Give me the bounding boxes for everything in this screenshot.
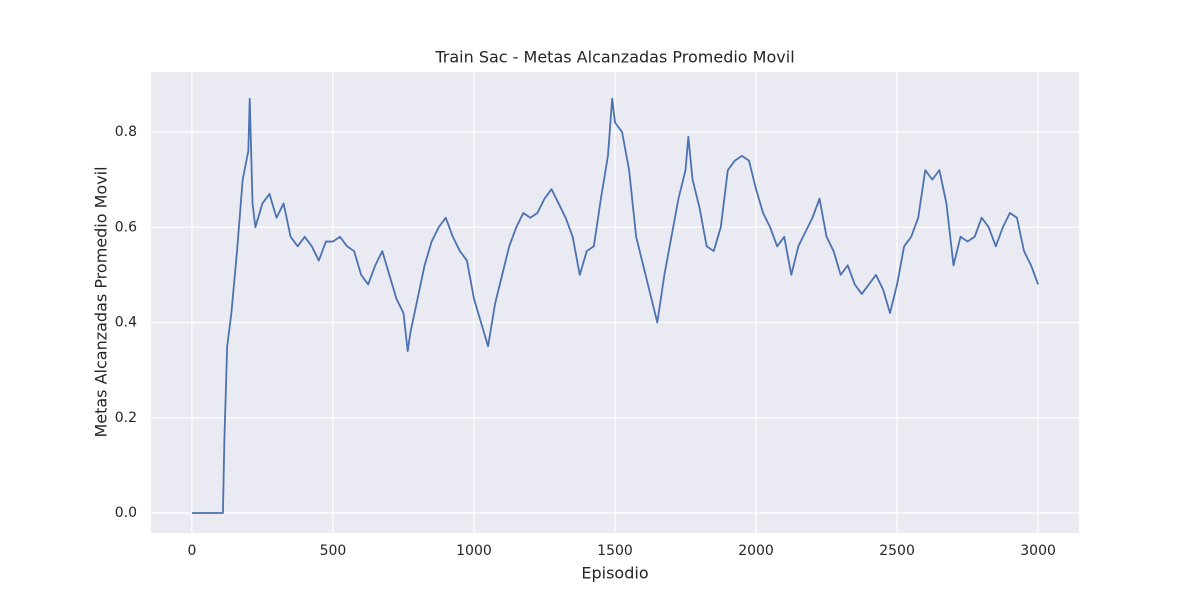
y-tick-label: 0.6 bbox=[115, 219, 137, 235]
x-tick-label: 1000 bbox=[456, 543, 492, 559]
x-tick-label: 2500 bbox=[879, 543, 915, 559]
data-line bbox=[191, 97, 1039, 514]
y-tick-label: 0.2 bbox=[115, 410, 137, 426]
x-tick-label: 500 bbox=[320, 543, 347, 559]
chart-title: Train Sac - Metas Alcanzadas Promedio Mo… bbox=[434, 48, 794, 67]
x-tick-label: 3000 bbox=[1020, 543, 1056, 559]
y-tick-label: 0.4 bbox=[115, 315, 137, 331]
y-axis-label: Metas Alcanzadas Promedio Movil bbox=[92, 166, 111, 437]
x-tick-label: 0 bbox=[187, 543, 196, 559]
y-tick-label: 0.0 bbox=[115, 505, 137, 521]
x-tick-label: 1500 bbox=[597, 543, 633, 559]
grid bbox=[151, 72, 1079, 533]
x-tick-label: 2000 bbox=[738, 543, 774, 559]
x-axis-label: Episodio bbox=[581, 564, 648, 583]
y-tick-label: 0.8 bbox=[115, 124, 137, 140]
